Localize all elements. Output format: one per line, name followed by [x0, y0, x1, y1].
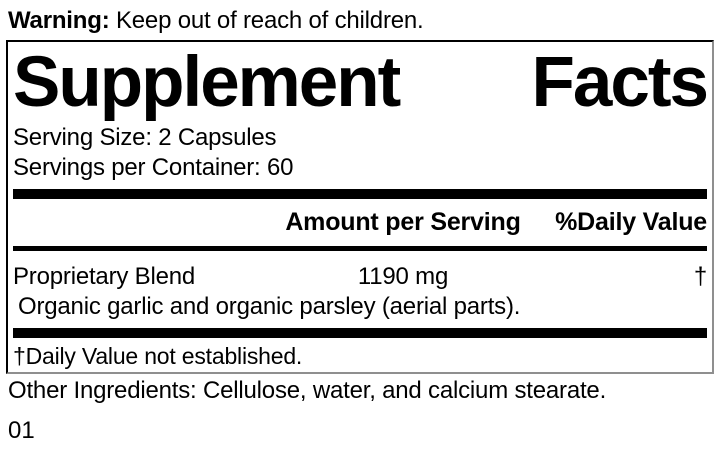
ingredient-description: Organic garlic and organic parsley (aeri…	[18, 293, 521, 320]
title-word-supplement: Supplement	[13, 43, 401, 122]
daily-value-header: %Daily Value	[555, 208, 707, 236]
title-word-facts: Facts	[531, 43, 709, 122]
footer-code: 01	[8, 417, 35, 444]
ingredient-amount: 1190 mg	[357, 263, 449, 290]
divider-bar-thick-bottom	[13, 328, 707, 338]
amount-per-serving-header: Amount per Serving	[285, 208, 521, 236]
warning-body: Keep out of reach of children.	[115, 7, 424, 34]
column-header-row: Amount per Serving %Daily Value	[13, 199, 707, 246]
ingredient-row: Proprietary Blend 1190 mg †	[13, 251, 707, 292]
serving-size: Serving Size: 2 Capsules	[13, 124, 277, 151]
ingredient-name: Proprietary Blend	[13, 263, 196, 290]
divider-bar-thick-top	[13, 189, 707, 199]
supplement-facts-panel: Supplement Facts Serving Size: 2 Capsule…	[6, 40, 714, 374]
daily-value-footnote: †Daily Value not established.	[13, 343, 303, 369]
panel-title: Supplement Facts	[13, 42, 709, 123]
other-ingredients: Other Ingredients: Cellulose, water, and…	[8, 377, 607, 404]
ingredient-daily-value-dagger: †	[693, 263, 707, 290]
servings-per-container: Servings per Container: 60	[13, 154, 294, 181]
warning-text: Warning: Keep out of reach of children.	[0, 0, 720, 40]
warning-label: Warning:	[8, 7, 110, 34]
divider-bar-medium	[13, 246, 707, 251]
